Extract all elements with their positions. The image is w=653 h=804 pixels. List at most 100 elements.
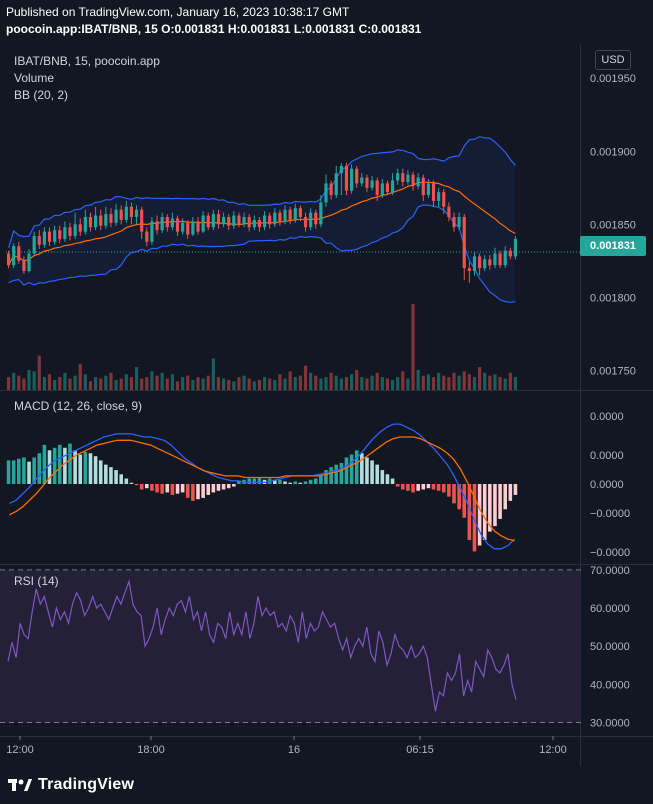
volume-bar (247, 378, 251, 390)
macd-histogram-bar (145, 484, 149, 489)
candle-body (227, 217, 231, 226)
candle-body (303, 217, 308, 228)
volume-bar (503, 378, 507, 390)
brand-name: TradingView (38, 776, 135, 793)
macd-histogram-bar (129, 482, 134, 484)
macd-histogram-bar (488, 484, 492, 532)
candle-body (396, 173, 400, 181)
macd-histogram-bar (503, 484, 507, 510)
candle-body (314, 212, 318, 225)
candle-body (47, 231, 52, 242)
time-axis-label: 18:00 (137, 744, 165, 756)
bb-lower-line (8, 204, 516, 303)
volume-bar (37, 355, 41, 390)
macd-histogram-bar (63, 447, 67, 484)
macd-histogram-bar (57, 444, 62, 484)
volume-bar (175, 381, 180, 390)
volume-bar (99, 378, 103, 390)
volume-bar (447, 377, 451, 390)
macd-histogram-bar (206, 484, 211, 495)
volume-bar (22, 378, 26, 390)
volume-bar (303, 365, 308, 390)
candle-body (186, 222, 190, 235)
macd-histogram-bar (257, 477, 262, 484)
candle-body (83, 217, 87, 232)
macd-histogram-bar (406, 484, 410, 491)
currency-button[interactable]: USD (595, 50, 631, 70)
price-axis-label: 0.001900 (590, 146, 636, 158)
time-axis-label: 12:00 (6, 744, 34, 756)
volume-bar (242, 375, 246, 390)
volume-bar (68, 378, 72, 390)
macd-histogram-bar (160, 484, 164, 494)
macd-histogram-bar (380, 470, 385, 484)
volume-bar (288, 371, 292, 390)
candle-body (324, 183, 328, 203)
macd-histogram-bar (134, 484, 139, 486)
macd-histogram-bar (457, 484, 461, 510)
candle-body (339, 165, 343, 174)
candle-body (462, 217, 466, 269)
rsi-band (0, 569, 581, 723)
price-axis-label: 0.001800 (590, 292, 636, 304)
macd-histogram-bar (401, 484, 405, 490)
volume-legend: Volume (14, 71, 54, 85)
candle-body (140, 209, 144, 232)
volume-bar (165, 378, 169, 390)
candle-body (375, 180, 379, 196)
volume-bar (488, 375, 492, 390)
volume-bar (104, 375, 108, 390)
chart-svg[interactable]: 0.001950 0.001900 0.001850 0.001800 0.001750… (0, 44, 653, 766)
bb-upper-line (8, 136, 516, 248)
volume-bar (227, 379, 231, 390)
bb-basis-line (8, 181, 516, 266)
symbol-legend: IBAT/BNB, 15, poocoin.app (14, 54, 160, 68)
signal-line (9, 436, 515, 542)
macd-histogram-bar (165, 484, 170, 493)
macd-histogram-bar (191, 484, 195, 501)
macd-histogram-bar (252, 478, 257, 484)
bb-legend: BB (20, 2) (14, 88, 68, 102)
macd-histogram-bar (354, 450, 359, 484)
macd-axis-label: −0.0000 (590, 547, 630, 559)
published-line: Published on TradingView.com, January 16… (6, 5, 350, 19)
candle-body (150, 221, 154, 242)
candle-body (488, 259, 492, 266)
chart-area[interactable]: 0.001950 0.001900 0.001850 0.001800 0.001750… (0, 44, 653, 766)
macd-histogram-bar (32, 457, 36, 484)
macd-histogram-bar (477, 484, 482, 546)
candle-body (329, 183, 333, 196)
candle-body (334, 173, 338, 196)
candle-body (145, 231, 149, 242)
volume-bar (78, 364, 82, 390)
candle-body (416, 177, 420, 187)
macd-histogram-bar (247, 478, 251, 484)
volume-bar (380, 377, 384, 390)
candle-body (406, 174, 410, 182)
volume-bar (355, 369, 359, 390)
volume-bar (513, 377, 518, 390)
macd-histogram-bar (360, 453, 364, 484)
volume-bar (370, 375, 374, 390)
candle-body (53, 230, 57, 242)
candle-body (129, 206, 134, 217)
macd-histogram-bar (88, 453, 93, 484)
last-price-label: 0.001831 (580, 236, 646, 256)
macd-histogram-bar (395, 484, 400, 487)
candle-body (22, 260, 26, 272)
tradingview-logo-icon (8, 779, 32, 791)
tradingview-logo[interactable]: TradingView (8, 776, 134, 794)
volume-bar (334, 375, 338, 390)
volume-bar (319, 378, 323, 390)
candle-body (68, 227, 72, 236)
macd-histogram-bar (109, 467, 113, 484)
macd-histogram-bar (498, 484, 502, 519)
macd-histogram-bar (155, 484, 159, 493)
volume-bar (329, 372, 333, 390)
macd-histogram-bar (83, 451, 88, 484)
macd-histogram-bar (78, 454, 83, 484)
candle-body (170, 218, 174, 228)
macd-histogram-bar (349, 454, 354, 484)
macd-histogram-bar (472, 484, 477, 552)
volume-bar (58, 377, 62, 390)
